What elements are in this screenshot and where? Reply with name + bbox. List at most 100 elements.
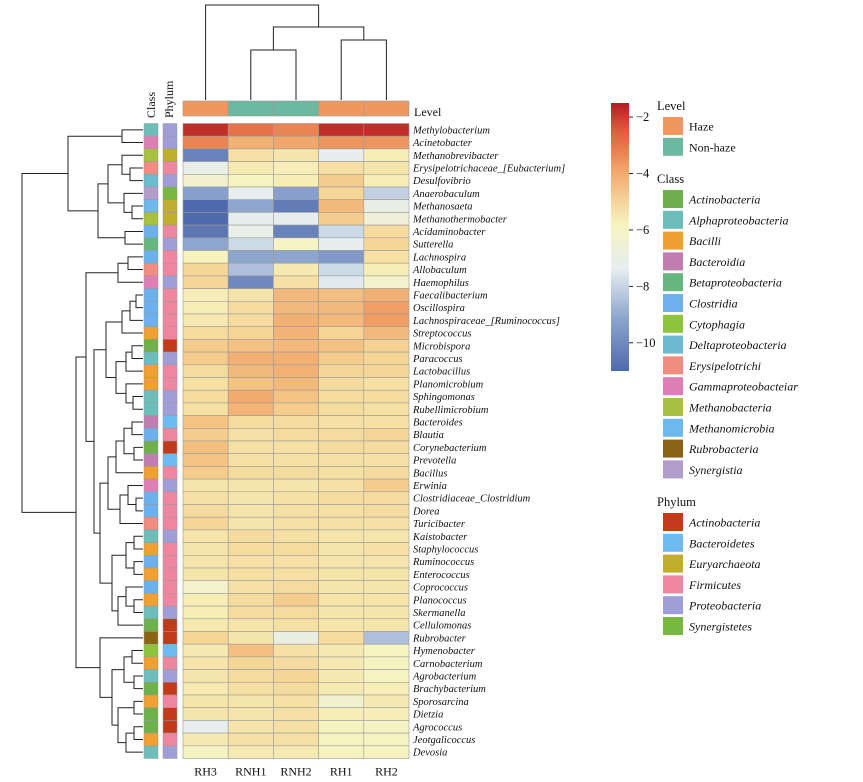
heatmap-cell	[318, 415, 365, 429]
heatmap-cell	[363, 669, 410, 683]
heatmap-cell	[227, 135, 274, 150]
level-legend-swatch	[663, 137, 683, 156]
heatmap-cell	[227, 161, 274, 175]
class-bar-cell	[143, 237, 159, 251]
heatmap-cell	[363, 504, 410, 518]
heatmap-cell	[318, 580, 365, 594]
phylum-legend-swatch	[663, 554, 683, 573]
heatmap-cell	[182, 148, 229, 162]
phylum-bar-cell	[162, 745, 178, 759]
heatmap-cell	[273, 402, 319, 416]
row-label: Lactobacillus	[412, 367, 470, 378]
dendrogram-branch	[75, 356, 100, 669]
row-label: Staphylococcus	[413, 545, 478, 556]
heatmap-cell	[273, 567, 319, 581]
phylum-bar-cell	[162, 440, 178, 454]
phylum-bar-cell	[162, 301, 178, 315]
class-legend-label: Methanomicrobia	[688, 421, 775, 435]
heatmap-cell	[227, 580, 274, 594]
heatmap-cell	[363, 161, 410, 175]
phylum-bar-cell	[162, 351, 178, 366]
heatmap-cell	[363, 554, 410, 569]
heatmap-cell	[318, 402, 365, 416]
class-bar-cell	[143, 428, 159, 442]
phylum-bar-cell	[162, 732, 178, 747]
class-bar-cell	[143, 707, 159, 721]
heatmap-cell	[318, 745, 365, 759]
row-label: Lachnospira	[412, 252, 466, 263]
heatmap-cell	[318, 529, 365, 543]
class-legend-label: Deltaproteobacteria	[688, 338, 787, 352]
heatmap-cell	[273, 415, 319, 429]
heatmap-cell	[273, 466, 319, 480]
row-label: Methylobacterium	[412, 125, 490, 136]
class-bar-cell	[143, 478, 159, 493]
row-label: Dietzia	[412, 710, 443, 721]
phylum-bar-cell	[162, 491, 178, 505]
row-annotation-bars	[143, 123, 178, 759]
phylum-bar-cell	[162, 402, 178, 416]
level-bar-cell	[227, 100, 274, 117]
heatmap-cell	[227, 275, 274, 289]
heatmap-cell	[363, 453, 410, 467]
phylum-legend-label: Proteobacteria	[688, 599, 761, 613]
class-bar-cell	[143, 732, 159, 747]
class-bar-cell	[143, 567, 159, 581]
dendrogram-branch	[124, 230, 143, 245]
heatmap-cell	[227, 453, 274, 467]
heatmap-cell	[273, 224, 319, 239]
class-bar-cell	[143, 339, 159, 353]
row-label: Jeotgalicoccus	[413, 735, 475, 746]
phylum-legend-label: Euryarchaeota	[688, 557, 761, 571]
heatmap-cell	[318, 300, 365, 315]
dendrogram-branch	[123, 192, 143, 213]
heatmap-cell	[363, 377, 410, 391]
heatmap-cell	[273, 516, 319, 531]
heatmap-cell	[273, 288, 319, 302]
heatmap-cell	[182, 288, 229, 302]
row-label: Carnobacterium	[413, 659, 483, 670]
row-label: Rubellimicrobium	[412, 405, 489, 416]
heatmap-cell	[227, 262, 274, 277]
dendrogram-branch	[21, 173, 76, 513]
heatmap-cell	[363, 300, 410, 315]
heatmap-cell	[273, 440, 319, 454]
class-bar-cell	[143, 148, 159, 162]
class-legend-label: Actinobacteria	[688, 193, 760, 207]
class-bar-cell	[143, 186, 159, 200]
row-label: Rubrobacter	[412, 633, 467, 644]
heatmap-cell	[227, 300, 274, 315]
class-bar-cell	[143, 161, 159, 175]
heatmap-cell	[363, 466, 410, 480]
class-bar-cell	[143, 123, 159, 137]
class-bar-cell	[143, 288, 159, 302]
row-label: Agrobacterium	[412, 672, 477, 683]
row-label: Corynebacterium	[413, 443, 487, 454]
phylum-bar-cell	[162, 542, 178, 556]
dendrogram-branch	[133, 726, 143, 740]
class-legend-swatch	[663, 418, 683, 437]
class-legend-swatch	[663, 460, 683, 479]
heatmap-cell	[363, 186, 410, 200]
heatmap-cell	[318, 186, 365, 200]
phylum-bar-cell	[162, 148, 178, 162]
heatmap-cell	[363, 567, 410, 581]
heatmap-cell	[182, 123, 229, 137]
level-bar-cell	[318, 100, 365, 117]
row-label: Sutterella	[413, 240, 453, 251]
heatmap-cell	[182, 681, 229, 696]
class-bar-cell	[143, 364, 159, 378]
row-label: Hymenobacter	[412, 646, 476, 657]
row-label: Clostridiaceae_Clostridium	[413, 494, 531, 505]
phylum-legend-swatch	[663, 533, 683, 552]
heatmap-cell	[363, 275, 410, 289]
heatmap-cell	[227, 478, 274, 493]
heatmap-cell	[318, 618, 365, 632]
dendrogram-branch	[125, 383, 143, 404]
row-label: Coprococcus	[413, 583, 468, 594]
heatmap-cell	[318, 199, 365, 213]
class-bar-cell	[143, 174, 159, 188]
heatmap-cell	[318, 212, 365, 226]
phylum-bar-cell	[162, 174, 178, 188]
